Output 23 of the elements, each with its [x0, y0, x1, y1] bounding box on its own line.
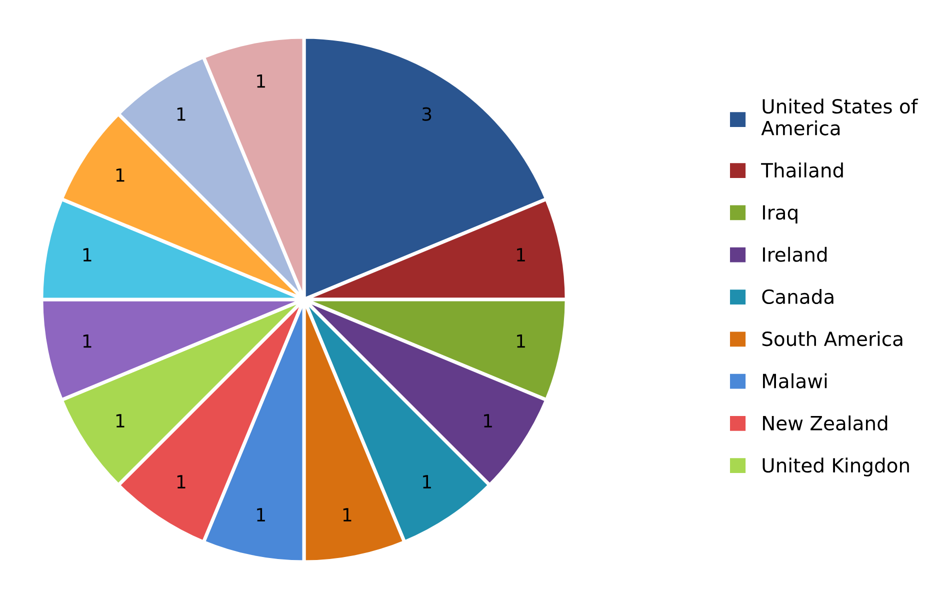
data-label: 1 [83, 334, 92, 348]
data-label: 3 [422, 107, 432, 121]
data-label: 1 [257, 74, 265, 88]
data-label: 1 [257, 508, 265, 522]
legend-label: South America [762, 331, 902, 346]
data-label: 1 [517, 334, 525, 348]
data-label: 1 [517, 248, 525, 262]
data-label: 1 [177, 107, 186, 121]
legend-label: Ireland [763, 246, 827, 262]
legend-label: Canada [762, 288, 834, 304]
data-label: 1 [423, 475, 431, 488]
legend-label: Thailand [761, 162, 843, 178]
data-label: 1 [83, 248, 92, 262]
data-label: 1 [484, 414, 492, 428]
legend-label: United States of America [761, 98, 918, 136]
data-label: 1 [116, 414, 124, 428]
legend-label: New Zealand [763, 415, 888, 431]
data-label: 1 [116, 168, 124, 182]
legend-label: Iraq [763, 205, 798, 224]
legend-label: United Kingdon [762, 458, 909, 476]
data-label: 1 [177, 475, 186, 488]
legend-label: Malawi [763, 373, 827, 388]
data-label: 1 [343, 508, 352, 522]
